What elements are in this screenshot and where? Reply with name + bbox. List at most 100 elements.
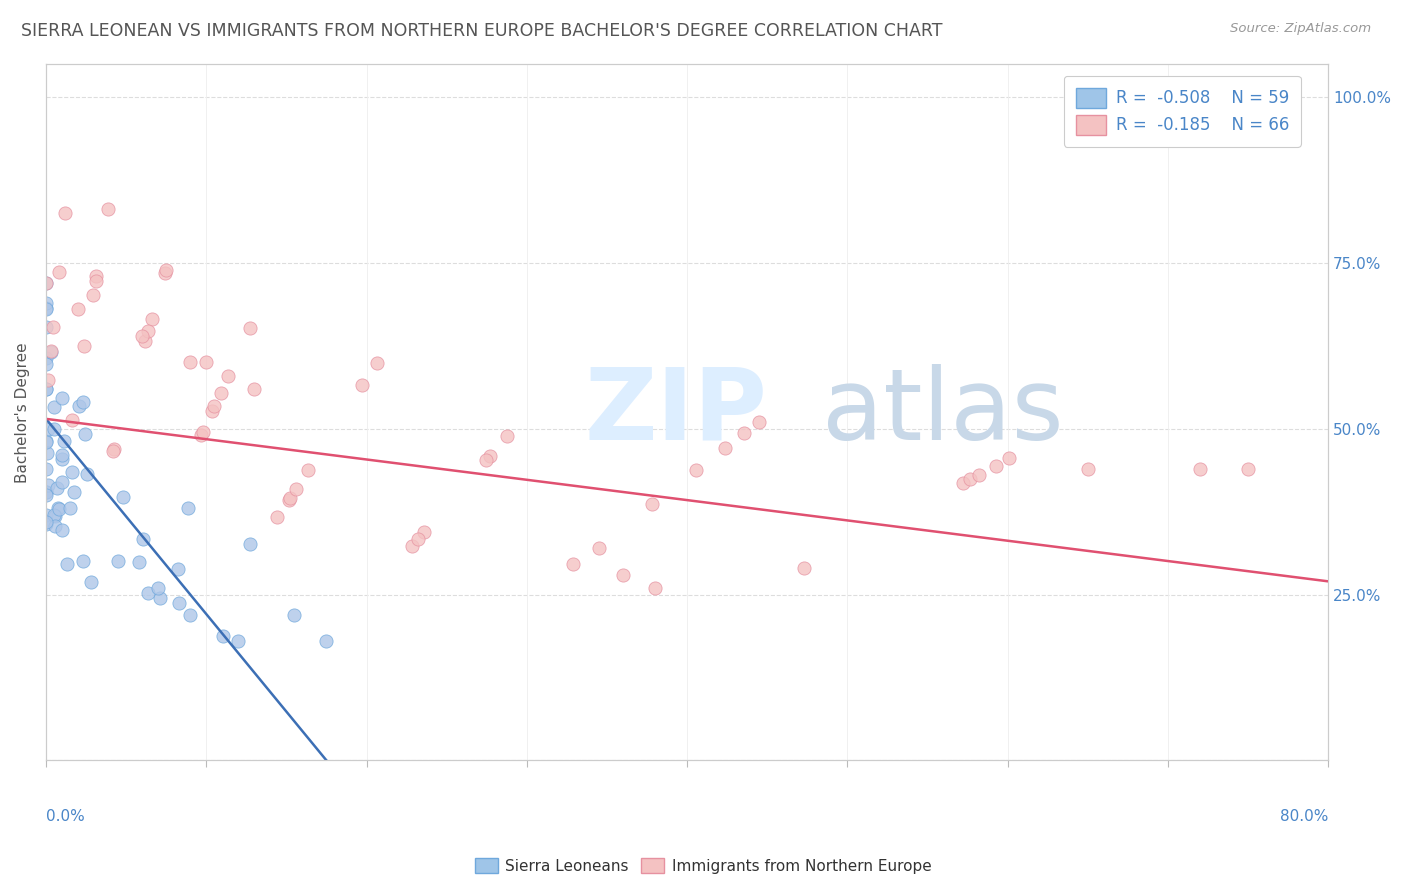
Point — [998, 451, 1021, 466]
Point — [155, 263, 177, 277]
Point — [51, 391, 73, 405]
Point — [103, 442, 125, 456]
Point — [413, 524, 436, 539]
Point — [39, 344, 62, 359]
Point — [107, 554, 129, 568]
Point — [128, 555, 150, 569]
Point — [155, 266, 177, 280]
Legend: Sierra Leoneans, Immigrants from Northern Europe: Sierra Leoneans, Immigrants from Norther… — [468, 852, 938, 880]
Point — [44, 519, 66, 533]
Point — [35, 485, 58, 500]
Point — [146, 581, 169, 595]
Point — [132, 532, 155, 546]
Point — [42, 320, 65, 334]
Point — [42, 422, 65, 436]
Point — [35, 351, 58, 366]
Point — [67, 399, 90, 413]
Point — [72, 395, 94, 409]
Point — [35, 301, 58, 315]
Point — [35, 508, 58, 522]
Point — [84, 274, 107, 288]
Point — [167, 562, 190, 576]
Point — [209, 385, 232, 400]
Point — [733, 426, 755, 441]
Point — [35, 382, 58, 396]
Point — [352, 378, 374, 392]
Point — [63, 485, 86, 500]
Point — [149, 591, 172, 605]
Point — [191, 425, 214, 439]
Point — [56, 558, 79, 572]
Point — [179, 607, 201, 622]
Point — [179, 355, 201, 369]
Text: 80.0%: 80.0% — [1279, 809, 1329, 824]
Point — [35, 445, 58, 459]
Point — [52, 434, 75, 449]
Point — [217, 368, 239, 383]
Point — [204, 400, 226, 414]
Point — [134, 334, 156, 349]
Point — [640, 497, 662, 511]
Point — [35, 382, 58, 396]
Point — [84, 269, 107, 284]
Text: atlas: atlas — [821, 364, 1063, 461]
Point — [80, 574, 103, 589]
Point — [72, 554, 94, 568]
Point — [48, 265, 70, 279]
Point — [284, 482, 307, 496]
Point — [366, 356, 388, 370]
Point — [239, 537, 262, 551]
Point — [562, 557, 585, 571]
Point — [714, 441, 737, 455]
Text: ZIP: ZIP — [585, 364, 768, 461]
Point — [73, 339, 96, 353]
Point — [612, 567, 634, 582]
Point — [685, 463, 707, 477]
Point — [496, 429, 519, 443]
Point — [60, 413, 83, 427]
Point — [51, 523, 73, 537]
Point — [141, 312, 163, 326]
Point — [35, 302, 58, 317]
Point — [82, 288, 104, 302]
Point — [277, 492, 299, 507]
Point — [131, 329, 153, 343]
Point — [212, 629, 235, 643]
Point — [793, 561, 815, 575]
Point — [588, 541, 610, 556]
Point — [243, 382, 266, 396]
Point — [984, 458, 1007, 473]
Point — [136, 586, 159, 600]
Point — [138, 324, 160, 338]
Point — [44, 508, 66, 523]
Point — [967, 467, 990, 482]
Point — [959, 473, 981, 487]
Point — [39, 344, 62, 359]
Point — [297, 463, 319, 477]
Point — [952, 476, 974, 491]
Point — [195, 355, 218, 369]
Point — [35, 516, 58, 531]
Point — [283, 607, 305, 622]
Point — [644, 581, 666, 595]
Point — [35, 435, 58, 450]
Point — [35, 357, 58, 371]
Point — [177, 501, 200, 516]
Point — [266, 510, 288, 524]
Point — [475, 453, 498, 467]
Point — [169, 596, 191, 610]
Point — [35, 434, 58, 449]
Point — [401, 539, 423, 553]
Point — [35, 296, 58, 310]
Point — [35, 485, 58, 500]
Point — [748, 415, 770, 429]
Point — [35, 320, 58, 334]
Point — [111, 490, 134, 504]
Point — [37, 373, 59, 387]
Point — [315, 634, 337, 648]
Point — [51, 475, 73, 489]
Point — [42, 401, 65, 415]
Point — [35, 276, 58, 290]
Y-axis label: Bachelor's Degree: Bachelor's Degree — [15, 342, 30, 483]
Point — [103, 443, 125, 458]
